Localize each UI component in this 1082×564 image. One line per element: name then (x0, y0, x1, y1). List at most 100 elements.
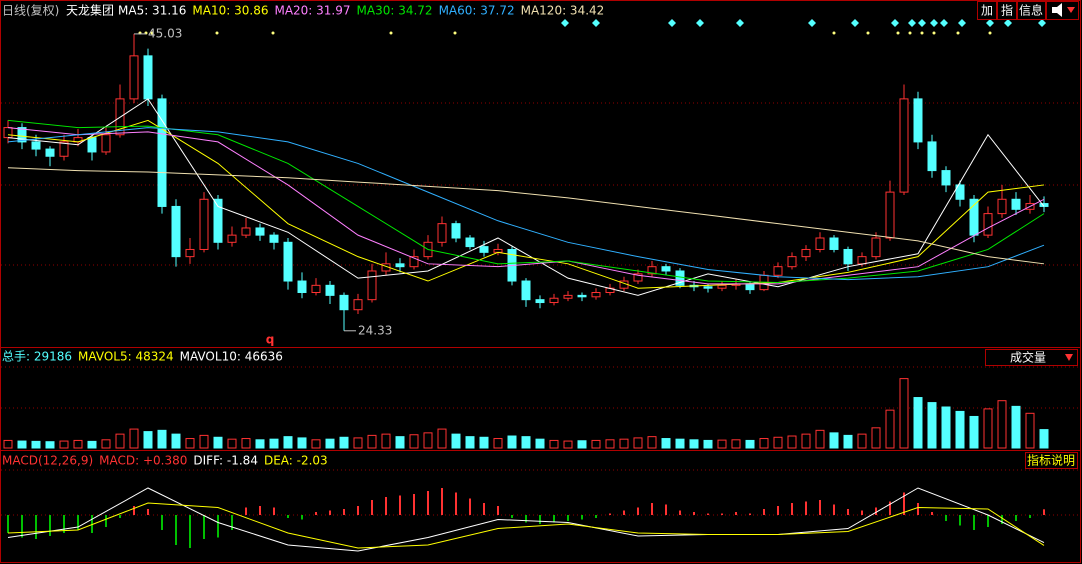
moving-average (7, 127, 1045, 285)
volume-bar (31, 440, 41, 449)
candle-body (339, 294, 349, 311)
volume-bar (745, 439, 755, 449)
candle-body (129, 55, 139, 100)
volume-bar (59, 440, 69, 449)
candle-body (451, 223, 461, 239)
volume-bar (213, 436, 223, 449)
volume-bar (157, 429, 167, 449)
ma-legend: MA5: 31.16 MA10: 30.86 MA20: 31.97 MA30: 34… (118, 4, 604, 18)
info-button[interactable]: 信息 (1019, 3, 1043, 18)
volume-bar (843, 434, 853, 449)
candle-body (101, 134, 111, 153)
indicator-select-label[interactable]: 成交量 (1010, 350, 1046, 365)
volume-bar (353, 437, 363, 449)
candle-body (31, 141, 41, 150)
volume-bar (269, 438, 279, 449)
candle-body (969, 198, 979, 236)
candle-body (829, 237, 839, 250)
volume-bar (465, 436, 475, 449)
volume-bar (1025, 412, 1035, 449)
candle-body (59, 141, 69, 157)
volume-bar (129, 428, 139, 449)
candle-body (745, 283, 755, 291)
dropdown-arrow (1065, 354, 1073, 361)
plot-area: 45.03 24.33 (3, 26, 1049, 552)
stock-name: 天龙集团 (66, 3, 114, 18)
volume-bar (801, 433, 811, 449)
volume-bar (633, 437, 643, 449)
volume-bar (759, 438, 769, 449)
button-frame[interactable] (997, 1, 1017, 20)
volume-bar (661, 438, 671, 449)
volume-bar (983, 408, 993, 449)
help-button-frame[interactable] (1025, 452, 1078, 469)
volume-bar (171, 433, 181, 449)
volume-bar (717, 439, 727, 449)
candle-body (801, 248, 811, 258)
volume-legend: 总手: 29186 MAVOL5: 48324 MAVOL10: 46636 (2, 350, 283, 364)
volume-bar (563, 440, 573, 449)
volume-bar (381, 433, 391, 449)
candle-body (927, 141, 937, 172)
candle-body (17, 127, 27, 143)
legend-entry: MA20: 31.97 (274, 4, 350, 18)
add-button[interactable]: 加 (981, 4, 993, 18)
moving-average (7, 127, 1045, 281)
signal-stars (138, 31, 992, 35)
candle-body (563, 294, 573, 299)
index-button[interactable]: 指 (1001, 3, 1013, 18)
indicator-select[interactable] (985, 349, 1078, 366)
button-frame[interactable] (977, 1, 997, 20)
candle-body (983, 213, 993, 236)
candle-body (157, 98, 167, 207)
candle-body (955, 184, 965, 200)
volume-bar (605, 439, 615, 449)
candle-body (633, 273, 643, 282)
volume-bar (997, 400, 1007, 449)
candle-body (647, 266, 657, 275)
volume-bar (941, 406, 951, 449)
volume-bar (899, 378, 909, 449)
volume-bar (297, 437, 307, 449)
volume-bar (423, 432, 433, 449)
candle-body (787, 256, 797, 268)
candle-body (843, 248, 853, 265)
candle-body (185, 248, 195, 258)
extreme-label: 24.33 (358, 323, 392, 337)
chart-title: 日线(复权) (2, 4, 59, 18)
candle-body (255, 227, 265, 236)
candle-body (591, 292, 601, 298)
candle-body (857, 256, 867, 265)
moving-average (7, 119, 1045, 283)
volume-bar (955, 410, 965, 449)
candle-body (311, 284, 321, 294)
candle-body (227, 234, 237, 243)
volume-bar (577, 440, 587, 449)
candle-body (577, 294, 587, 298)
legend-entry: MACD(12,26,9) (2, 454, 93, 468)
candle-body (479, 246, 489, 253)
macd-legend: MACD(12,26,9) MACD: +0.380 DIFF: -1.84 DEA:… (2, 454, 328, 468)
legend-entry: MA10: 30.86 (192, 4, 268, 18)
volume-bar (395, 436, 405, 449)
panel-toggle[interactable] (1046, 1, 1079, 20)
volume-bar (479, 436, 489, 449)
candle-body (535, 299, 545, 304)
legend-entry: DIFF: -1.84 (193, 454, 258, 468)
candle-body (437, 223, 447, 243)
volume-bar (311, 439, 321, 449)
volume-bar (619, 438, 629, 449)
candle-body (899, 98, 909, 193)
candle-body (213, 198, 223, 243)
volume-bar (535, 438, 545, 449)
button-frame[interactable] (1017, 1, 1046, 20)
volume-bar (199, 434, 209, 449)
help-button[interactable]: 指标说明 (1027, 453, 1075, 468)
volume-bar (913, 397, 923, 449)
macd-line (7, 502, 1045, 549)
volume-bar (871, 427, 881, 449)
candle-body (367, 270, 377, 301)
candle-body (1011, 198, 1021, 210)
